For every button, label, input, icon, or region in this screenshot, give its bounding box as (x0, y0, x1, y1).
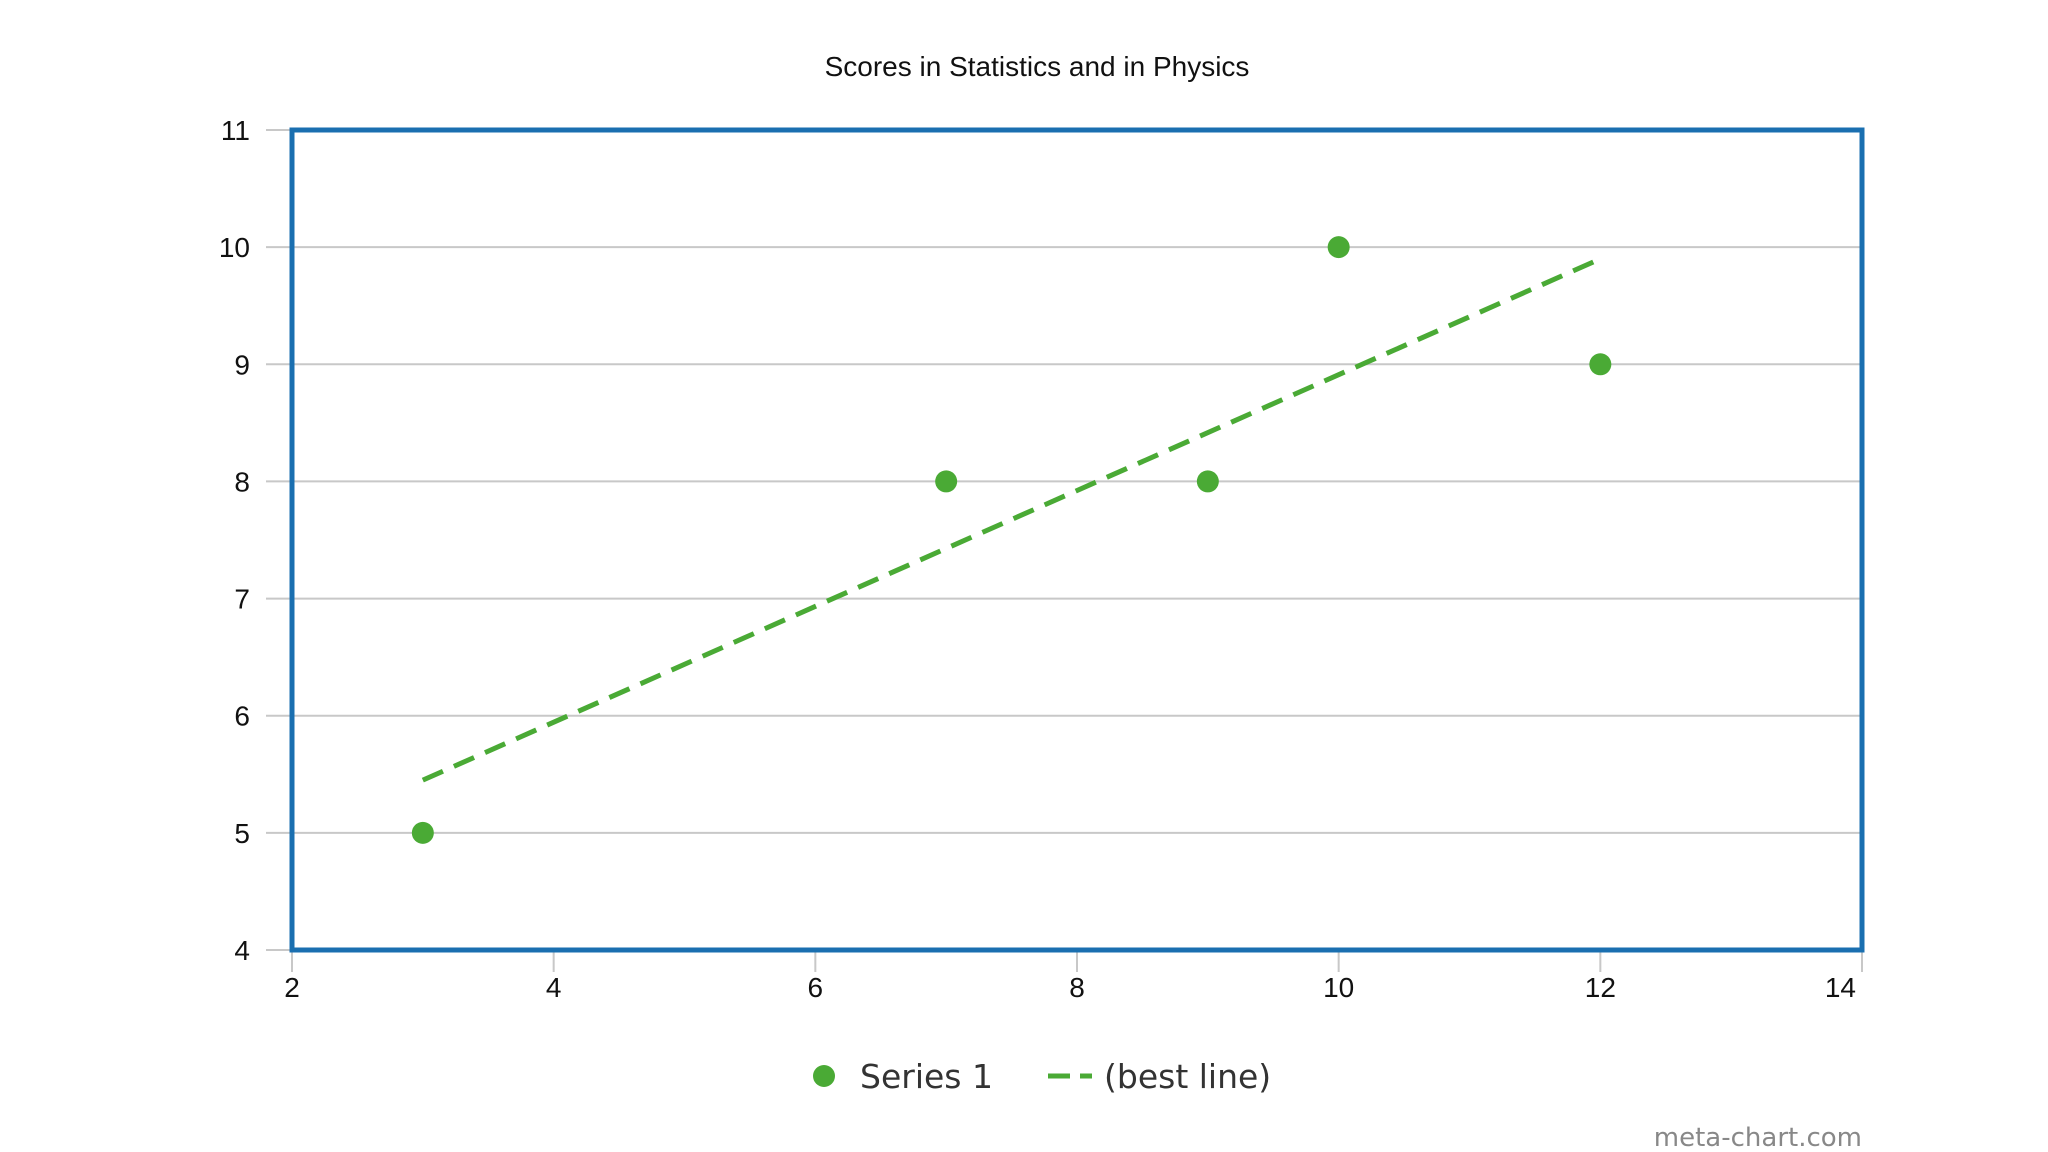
best-fit-line (421, 256, 1602, 783)
y-tick-label-4: 4 (234, 935, 250, 966)
x-tick-label-12: 12 (1585, 972, 1616, 1003)
data-point-2 (935, 470, 958, 493)
chart-title: Scores in Statistics and in Physics (825, 51, 1250, 82)
y-tick-label-6: 6 (234, 701, 250, 732)
axis-ticks: 4 5 6 7 8 9 10 11 2 4 6 8 10 12 14 (219, 115, 1863, 1003)
plot-frame (289, 127, 1865, 953)
y-tick-label-9: 9 (234, 349, 250, 380)
x-tick-label-2: 2 (284, 972, 300, 1003)
watermark: meta-chart.com (1654, 1123, 1862, 1152)
gridlines (292, 129, 1862, 951)
x-tick-label-8: 8 (1069, 972, 1085, 1003)
x-tick-label-4: 4 (546, 972, 562, 1003)
data-point-5 (1589, 353, 1612, 376)
data-point-4 (1327, 236, 1350, 259)
y-tick-label-11: 11 (221, 115, 250, 146)
series-layer (411, 236, 1612, 844)
y-tick-label-10: 10 (219, 232, 250, 263)
y-tick-label-8: 8 (234, 466, 250, 497)
x-tick-label-10: 10 (1323, 972, 1354, 1003)
data-point-3 (1196, 470, 1219, 493)
legend-label-best-line: (best line) (1104, 1057, 1271, 1096)
x-tick-label-14: 14 (1825, 972, 1856, 1003)
legend: Series 1 (best line) (813, 1057, 1271, 1096)
legend-marker-series-1 (813, 1065, 835, 1087)
data-point-1 (411, 821, 434, 844)
plot-border (289, 127, 1865, 953)
y-tick-label-7: 7 (234, 584, 250, 615)
x-tick-label-6: 6 (808, 972, 824, 1003)
y-tick-label-5: 5 (234, 818, 250, 849)
legend-label-series-1: Series 1 (860, 1057, 993, 1096)
